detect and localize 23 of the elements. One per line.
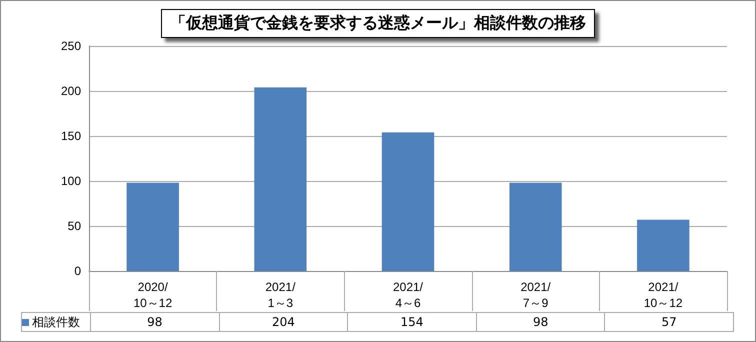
x-tick-label: 2021/ 7～9 (520, 280, 552, 310)
data-label: 98 (90, 312, 220, 332)
data-label: 204 (219, 312, 348, 332)
legend-label: 相談件数 (22, 312, 90, 332)
y-tick-label: 100 (60, 174, 82, 188)
y-tick-label: 0 (74, 264, 82, 278)
bar (509, 182, 562, 271)
data-label: 98 (476, 312, 605, 332)
data-label: 57 (604, 312, 734, 332)
y-tick-label: 250 (60, 39, 82, 53)
y-tick-label: 50 (68, 219, 82, 233)
x-tick-label: 2021/ 4～6 (392, 280, 424, 310)
x-tick-label: 2021/ 1～3 (265, 280, 296, 310)
bar (254, 87, 307, 271)
y-tick-label: 150 (60, 129, 82, 143)
x-tick-label: 2020/ 10～12 (133, 280, 172, 310)
bar (126, 182, 179, 271)
x-tick-label: 2021/ 10～12 (644, 280, 683, 310)
y-tick-label: 200 (60, 84, 82, 98)
chart-title: 「仮想通貨で金銭を要求する迷惑メール」相談件数の推移 (161, 9, 595, 38)
bar (382, 132, 434, 271)
bar (637, 220, 690, 271)
data-label: 154 (348, 312, 476, 332)
